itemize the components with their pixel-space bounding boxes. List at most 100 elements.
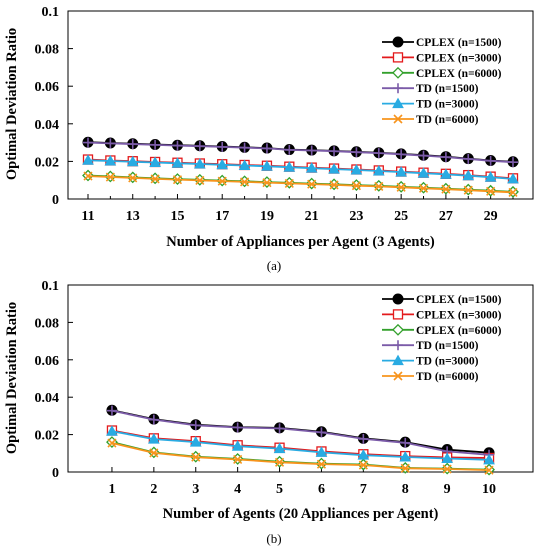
legend-label: TD (n=1500) — [416, 340, 479, 352]
legend-swatch-marker — [393, 371, 403, 381]
legend-label: TD (n=3000) — [416, 356, 479, 368]
x-tick-label: 1 — [108, 482, 115, 497]
data-point — [128, 173, 138, 183]
legend-swatch-marker — [392, 323, 404, 336]
data-point — [485, 155, 496, 166]
data-point — [486, 186, 496, 196]
data-point — [440, 152, 451, 163]
data-point — [508, 157, 518, 168]
data-point — [172, 140, 183, 151]
data-point — [358, 433, 369, 444]
data-point — [191, 452, 201, 462]
data-point — [396, 182, 406, 192]
series-4 — [106, 425, 495, 465]
series-3 — [83, 137, 518, 168]
data-point — [307, 179, 317, 189]
data-point — [172, 175, 183, 185]
series-line — [87, 159, 514, 180]
legend-label: CPLEX (n=6000) — [416, 68, 502, 80]
data-point — [350, 164, 363, 175]
data-point — [232, 422, 243, 433]
x-tick-label: 8 — [402, 482, 409, 497]
data-point — [104, 154, 117, 166]
data-point — [316, 427, 327, 438]
legend-swatch-marker — [393, 340, 403, 351]
y-tick-label: 0.1 — [42, 279, 60, 294]
data-point — [315, 446, 328, 457]
data-point — [358, 460, 368, 470]
x-tick-label: 29 — [484, 209, 498, 224]
data-point — [106, 405, 117, 416]
data-point — [305, 162, 318, 173]
series-line — [111, 442, 490, 471]
data-point — [441, 184, 451, 194]
data-point — [105, 138, 116, 149]
x-tick-label: 23 — [349, 209, 363, 224]
data-point — [83, 137, 93, 148]
x-tick-label: 5 — [276, 482, 283, 497]
legend-swatch-marker — [393, 83, 403, 94]
data-point — [106, 425, 118, 436]
data-point — [105, 172, 115, 182]
data-point — [150, 174, 160, 184]
data-point — [171, 157, 184, 168]
x-axis-title: Number of Appliances per Agent (3 Agents… — [166, 234, 435, 250]
data-point — [284, 144, 295, 155]
data-point — [306, 145, 317, 156]
data-point — [316, 459, 327, 469]
series-5 — [83, 171, 518, 197]
data-point — [508, 187, 518, 197]
x-tick-label: 11 — [81, 209, 94, 224]
data-point — [329, 146, 340, 157]
x-tick-label: 2 — [150, 482, 157, 497]
y-tick-label: 0.06 — [35, 80, 60, 95]
data-point — [149, 448, 159, 458]
legend-swatch-marker — [392, 66, 404, 79]
data-point — [357, 449, 370, 460]
panel-caption: (a) — [267, 258, 281, 273]
x-tick-label: 25 — [394, 209, 408, 224]
x-tick-label: 3 — [192, 482, 199, 497]
x-tick-label: 21 — [305, 209, 319, 224]
series-line — [111, 409, 490, 454]
data-point — [328, 163, 340, 174]
data-point — [400, 437, 411, 448]
x-tick-label: 15 — [170, 209, 184, 224]
data-point — [329, 180, 339, 190]
panel-a: 0 0.02 0.04 0.06 0.08 0.1 11 13 15 17 19 21 23 25 27 29… — [4, 5, 534, 273]
data-point — [274, 457, 285, 467]
series-line — [111, 430, 490, 461]
data-point — [463, 153, 474, 164]
data-point — [216, 158, 229, 170]
plot-frame — [67, 10, 534, 200]
data-point — [418, 150, 429, 161]
legend: CPLEX (n=1500) CPLEX (n=3000) CPLEX (n=600… — [382, 293, 502, 383]
data-point — [233, 454, 243, 465]
data-point — [82, 154, 94, 165]
data-point — [462, 169, 475, 181]
data-point — [284, 178, 294, 188]
data-point — [107, 438, 117, 448]
data-point — [351, 147, 362, 158]
data-point — [127, 139, 138, 150]
data-point — [126, 155, 139, 167]
series-4 — [82, 154, 519, 184]
data-point — [463, 185, 473, 195]
x-tick-label: 6 — [318, 482, 325, 497]
data-point — [441, 452, 453, 464]
data-point — [261, 143, 272, 154]
data-point — [273, 442, 286, 454]
data-point — [239, 142, 250, 153]
legend-label: TD (n=3000) — [416, 99, 479, 111]
series-1 — [106, 425, 495, 464]
x-tick-label: 4 — [234, 482, 241, 497]
data-point — [194, 141, 205, 152]
data-point — [148, 433, 160, 444]
x-tick-label: 10 — [482, 482, 496, 497]
panel-b: 0 0.02 0.04 0.06 0.08 0.1 1 2 3 4 5 6 7 8 9 10 Number of… — [4, 279, 534, 546]
y-tick-label: 0 — [52, 193, 59, 208]
data-point — [400, 463, 410, 473]
x-tick-label: 19 — [260, 209, 274, 224]
data-point — [217, 141, 228, 152]
